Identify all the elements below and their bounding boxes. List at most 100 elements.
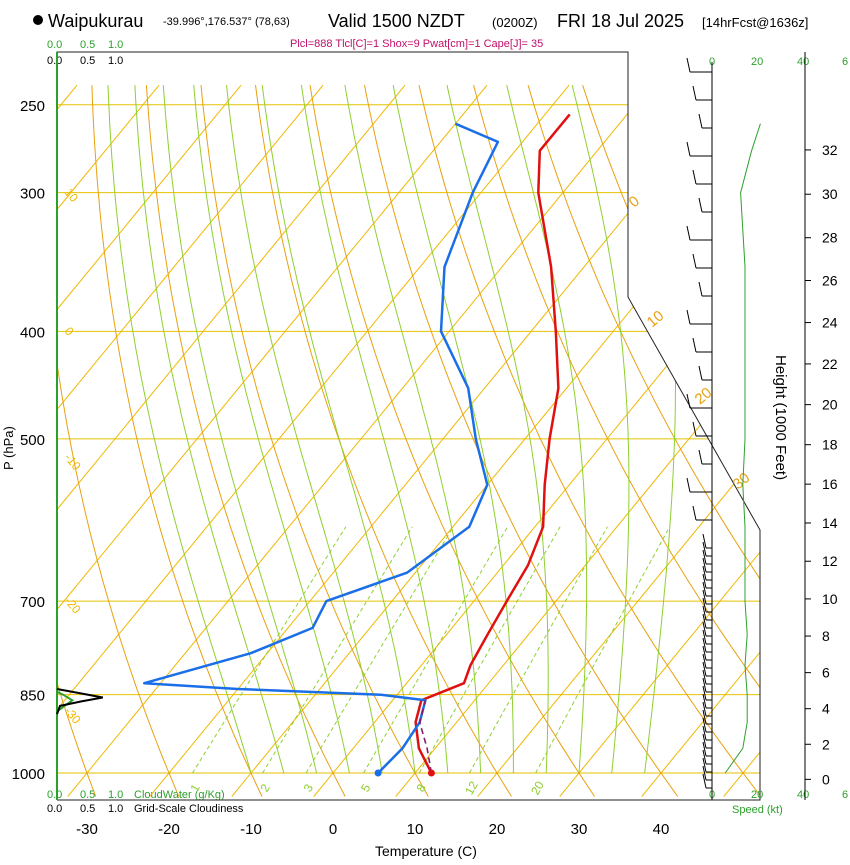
- parcel-line: [418, 700, 433, 774]
- wind-barb-flag: [686, 141, 691, 157]
- wind-speed-line: [724, 123, 761, 774]
- height-tick-label: 10: [822, 591, 838, 607]
- wind-barb-flag: [702, 573, 707, 589]
- wind-barb-flag: [702, 741, 707, 757]
- isotherm-line: [477, 84, 760, 797]
- wind-barb-flag: [698, 365, 703, 381]
- isotherm-line: [57, 84, 242, 797]
- cloudiness-tick-bottom: 1.0: [108, 803, 123, 815]
- wind-barb-flag: [702, 637, 707, 653]
- dewpoint-line: [142, 122, 500, 774]
- speed-tick-top: 6: [842, 56, 848, 68]
- height-tick-label: 26: [822, 272, 838, 288]
- isotherm-line: [57, 84, 488, 797]
- wind-barb-flag: [702, 685, 707, 701]
- cloud-water-tick-bottom: 0.0: [47, 789, 62, 801]
- temperature-tick-label: -10: [240, 821, 262, 838]
- forecast-label: [14hrFcst@1636z]: [702, 15, 808, 30]
- dry-adiabat-lines: [57, 84, 760, 797]
- surface-dewpoint-point: [374, 769, 382, 777]
- wind-barb-flag: [702, 581, 707, 597]
- wind-barb-flag: [702, 565, 707, 581]
- temperature-tick-label: 10: [407, 821, 424, 838]
- wind-barb-flag: [702, 717, 707, 733]
- height-tick-label: 4: [822, 701, 830, 717]
- mixing-ratio-label: 12: [462, 778, 481, 797]
- pressure-axis-label: P (hPa): [1, 426, 16, 470]
- wind-barb-flag: [702, 541, 707, 557]
- temperature-line: [414, 113, 571, 774]
- wind-barb-flag: [702, 645, 707, 661]
- speed-tick-bottom: 20: [751, 789, 763, 801]
- cloudiness-tick-top: 1.0: [108, 55, 123, 67]
- wind-panel: 0 20 40 6 0 20 40 6 Speed (kt): [709, 56, 848, 816]
- cloudiness-tick-top: 0.0: [47, 55, 62, 67]
- mixing-ratio-line: [469, 526, 608, 774]
- valid-date: FRI 18 Jul 2025: [557, 11, 684, 31]
- wind-barb-flag: [692, 253, 697, 269]
- dry-adiabat-label: 30: [730, 469, 754, 493]
- height-axis-label: Height (1000 Feet): [772, 355, 789, 480]
- pressure-tick-label: 700: [20, 594, 45, 611]
- wind-barb-flag: [702, 749, 707, 765]
- moist-adiabat-line: [300, 85, 449, 774]
- wind-barb-flag: [686, 393, 691, 409]
- dry-adiabat-line: [255, 85, 512, 797]
- mixing-ratio-line: [262, 526, 413, 774]
- dry-adiabat-line: [527, 84, 760, 797]
- wind-barb-flag: [702, 605, 707, 621]
- mixing-ratio-label: 20: [528, 778, 547, 797]
- cloud-profile: [56, 52, 103, 800]
- dry-adiabat-line: [364, 85, 679, 797]
- location-bullet-icon: [33, 15, 43, 25]
- moist-adiabat-line: [506, 84, 588, 774]
- dry-adiabat-line: [582, 84, 760, 797]
- wind-barb-flag: [686, 309, 691, 325]
- wind-barb-flag: [698, 197, 703, 213]
- height-tick-label: 14: [822, 515, 838, 531]
- dry-adiabat-line: [636, 84, 760, 797]
- pressure-tick-label: 250: [20, 98, 45, 115]
- mixing-ratio-line: [305, 526, 454, 774]
- wind-barb-flag: [686, 57, 691, 73]
- height-tick-label: 22: [822, 356, 838, 372]
- mixing-ratio-lines: [192, 526, 671, 774]
- wind-barb-flag: [702, 653, 707, 669]
- mixing-ratio-line: [192, 526, 347, 774]
- wind-barb-flag: [698, 113, 703, 129]
- pressure-tick-label: 850: [20, 688, 45, 705]
- moist-adiabat-line: [392, 85, 514, 773]
- pressure-tick-label: 400: [20, 324, 45, 341]
- height-tick-label: 28: [822, 230, 838, 246]
- dry-adiabat-line: [309, 85, 596, 797]
- wind-barb-flag: [692, 421, 697, 437]
- wind-barb-flag: [698, 449, 703, 465]
- isotherm-label: -20: [62, 594, 84, 617]
- moist-adiabat-line: [134, 85, 285, 774]
- mixing-ratio-label: 3: [301, 781, 317, 794]
- speed-tick-top: 40: [797, 56, 809, 68]
- isotherm-line: [231, 84, 760, 797]
- cloud-water-tick-top: 0.5: [80, 39, 95, 51]
- temperature-tick-labels: -30 -20 -10 0 10 20 30 40: [76, 821, 669, 838]
- height-tick-label: 16: [822, 476, 838, 492]
- wind-barb-flag: [702, 597, 707, 613]
- moist-adiabat-line: [107, 85, 252, 774]
- wind-barb-flag: [692, 85, 697, 101]
- height-tick-label: 8: [822, 628, 830, 644]
- isotherm-line: [57, 84, 570, 797]
- surface-temperature-point: [427, 769, 435, 777]
- wind-barb-flag: [702, 629, 707, 645]
- cloud-water-tick-bottom: 0.5: [80, 789, 95, 801]
- height-tick-label: 18: [822, 437, 838, 453]
- skewt-plot-area: [57, 84, 760, 797]
- wind-barbs: [686, 57, 712, 789]
- temperature-tick-label: -20: [158, 821, 180, 838]
- mixing-ratio-line: [535, 526, 671, 774]
- wind-barb-flag: [702, 709, 707, 725]
- moist-adiabat-line: [193, 85, 350, 774]
- wind-barb-flag: [702, 533, 707, 549]
- pressure-tick-labels: 250 300 400 500 700 850 1000: [12, 98, 45, 783]
